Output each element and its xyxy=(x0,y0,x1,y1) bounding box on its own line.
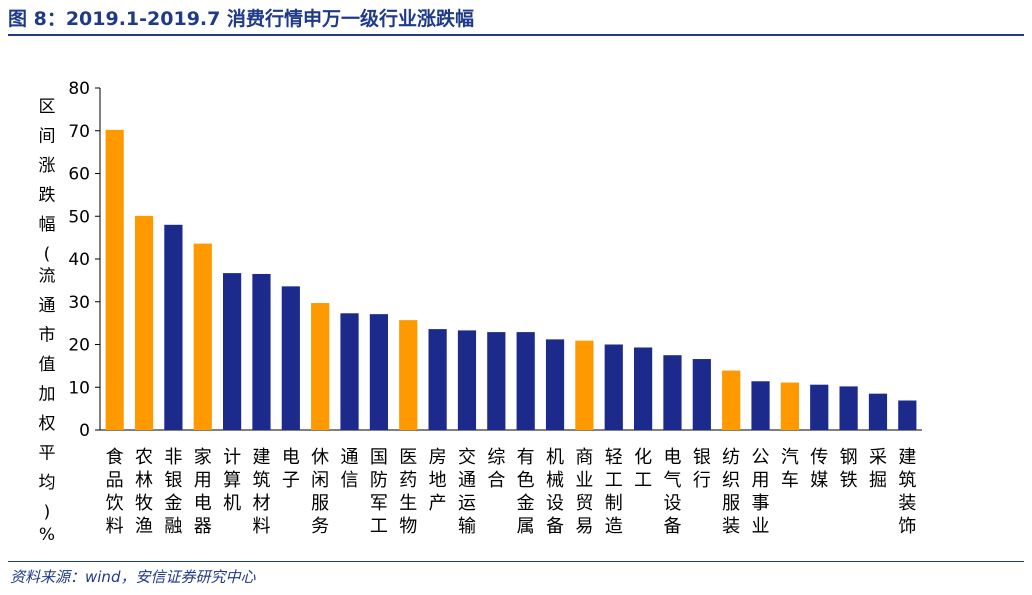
bar xyxy=(281,286,300,430)
x-tick-label: 农林牧渔 xyxy=(135,447,153,537)
y-axis-label-char: 值 xyxy=(39,355,56,375)
bar xyxy=(164,224,183,430)
x-tick-label: 电气设备 xyxy=(663,447,681,537)
y-axis-label-char: 幅 xyxy=(39,215,56,235)
bar xyxy=(663,355,682,430)
y-tick-label: 30 xyxy=(68,293,90,313)
bar xyxy=(134,215,154,430)
bar xyxy=(839,386,858,430)
y-axis-label-char: 均 xyxy=(39,473,56,493)
bar xyxy=(634,347,653,430)
x-tick-label: 纺织服装 xyxy=(722,447,740,537)
bar xyxy=(722,370,741,430)
x-tick-label: 机械设备 xyxy=(546,447,564,537)
bar xyxy=(399,320,418,430)
x-tick-label: 公用事业 xyxy=(752,447,770,537)
y-axis-label-char: 平 xyxy=(39,444,56,464)
y-axis-label-char: 权 xyxy=(39,414,56,434)
bars xyxy=(105,129,917,430)
bar xyxy=(340,313,359,430)
x-tick-label: 计算机 xyxy=(223,447,241,514)
x-tick-label: 汽车 xyxy=(781,447,799,491)
footer-rule xyxy=(8,561,1024,562)
x-tick-label: 轻工制造 xyxy=(605,447,623,537)
bar xyxy=(457,330,477,430)
bar xyxy=(193,243,212,430)
x-tick-label: 传媒 xyxy=(810,447,828,491)
x-tick-label: 商业贸易 xyxy=(575,447,593,537)
y-axis-label-char: % xyxy=(39,525,55,545)
y-axis-label-char: 市 xyxy=(39,326,56,346)
bar xyxy=(516,332,535,430)
x-tick-label: 银行 xyxy=(693,447,711,491)
x-tick-label: 房地产 xyxy=(429,447,447,514)
x-tick-label: 医药生物 xyxy=(399,447,417,537)
y-axis-label-char: 流 xyxy=(39,267,56,287)
y-ticks: 0 10 20 30 40 50 60 70 80 xyxy=(68,79,100,441)
y-tick-label: 0 xyxy=(79,421,90,441)
x-tick-label: 综合 xyxy=(487,447,505,491)
y-axis-label-char: 间 xyxy=(39,127,56,147)
y-axis-label-char: ) xyxy=(44,503,51,523)
bar xyxy=(810,384,829,430)
chart-title: 图 8：2019.1-2019.7 消费行情申万一级行业涨跌幅 xyxy=(8,8,474,30)
source-note: 资料来源：wind，安信证券研究中心 xyxy=(10,568,256,586)
x-tick-label: 交通运输 xyxy=(458,447,476,537)
bar xyxy=(868,393,888,430)
y-tick-label: 50 xyxy=(68,207,90,227)
bar xyxy=(575,340,594,430)
bar xyxy=(545,339,565,430)
y-tick-label: 60 xyxy=(68,165,90,185)
bar xyxy=(780,382,799,430)
x-tick-label: 食品饮料 xyxy=(106,447,124,537)
x-tick-label: 有色金属 xyxy=(517,447,535,537)
bar xyxy=(311,303,330,430)
y-tick-label: 40 xyxy=(68,250,90,270)
y-axis-label-char: 加 xyxy=(39,385,56,405)
y-axis-label-char: ( xyxy=(44,245,51,265)
x-tick-labels: 食品饮料农林牧渔非银金融家用电器计算机建筑材料电子休闲服务通信国防军工医药生物房… xyxy=(106,447,917,537)
y-tick-label: 20 xyxy=(68,336,90,356)
x-tick-label: 国防军工 xyxy=(370,447,388,537)
bar xyxy=(223,273,242,430)
bar xyxy=(428,329,447,430)
bar xyxy=(252,273,271,430)
x-tick-label: 通信 xyxy=(341,447,359,491)
x-tick-label: 化工 xyxy=(634,447,652,491)
x-tick-label: 建筑材料 xyxy=(252,447,270,537)
bar xyxy=(604,344,623,430)
y-axis-label-char: 区 xyxy=(39,97,56,117)
y-tick-label: 10 xyxy=(68,378,90,398)
bar xyxy=(692,359,711,430)
bar xyxy=(369,314,388,430)
x-tick-label: 建筑装饰 xyxy=(898,447,916,537)
x-tick-label: 采掘 xyxy=(869,447,887,491)
y-tick-label: 80 xyxy=(68,79,90,99)
x-tick-label: 非银金融 xyxy=(164,447,182,537)
x-tick-label: 休闲服务 xyxy=(311,447,329,537)
x-tick-label: 家用电器 xyxy=(194,447,212,537)
bar xyxy=(751,381,770,430)
bar xyxy=(105,129,124,430)
y-axis-label-char: 跌 xyxy=(39,186,56,206)
x-tick-label: 钢铁 xyxy=(840,447,858,491)
bar xyxy=(898,400,917,430)
y-axis-label-char: 通 xyxy=(39,296,56,316)
bar xyxy=(487,332,506,430)
x-tick-label: 电子 xyxy=(282,447,300,491)
y-tick-label: 70 xyxy=(68,122,90,142)
title-rule xyxy=(8,34,1024,36)
y-axis-label-char: 涨 xyxy=(39,156,56,176)
